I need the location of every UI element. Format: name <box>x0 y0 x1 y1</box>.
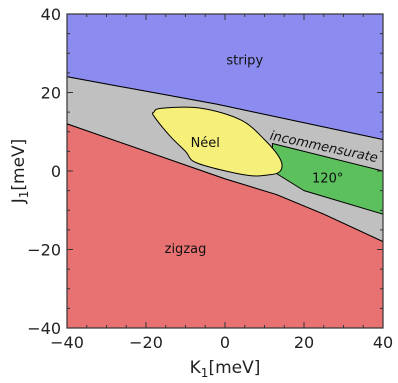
y-tick-label: −40 <box>27 319 61 338</box>
region-label-zigzag: zigzag <box>165 242 207 257</box>
y-axis-title: J1[meV] <box>9 139 31 205</box>
region-label-stripy: stripy <box>226 54 263 69</box>
x-tick-label: −40 <box>50 333 84 352</box>
x-tick-label: −20 <box>129 333 163 352</box>
y-tick-label: 0 <box>51 162 61 181</box>
region-label-phase120: 120° <box>312 171 343 186</box>
region-neel <box>151 106 283 177</box>
y-tick-label: 20 <box>41 84 61 103</box>
x-axis-title: K1[meV] <box>190 358 261 380</box>
y-tick-label: 40 <box>41 5 61 24</box>
x-tick-label: 40 <box>373 333 393 352</box>
region-label-neel: Néel <box>191 136 220 151</box>
y-tick-label: −20 <box>27 241 61 260</box>
x-tick-label: 20 <box>294 333 314 352</box>
regions-layer <box>66 13 384 329</box>
axis-ticks: −40 −20 0 20 40 −40 −20 0 20 40 <box>27 5 393 352</box>
x-tick-label: 0 <box>220 333 230 352</box>
